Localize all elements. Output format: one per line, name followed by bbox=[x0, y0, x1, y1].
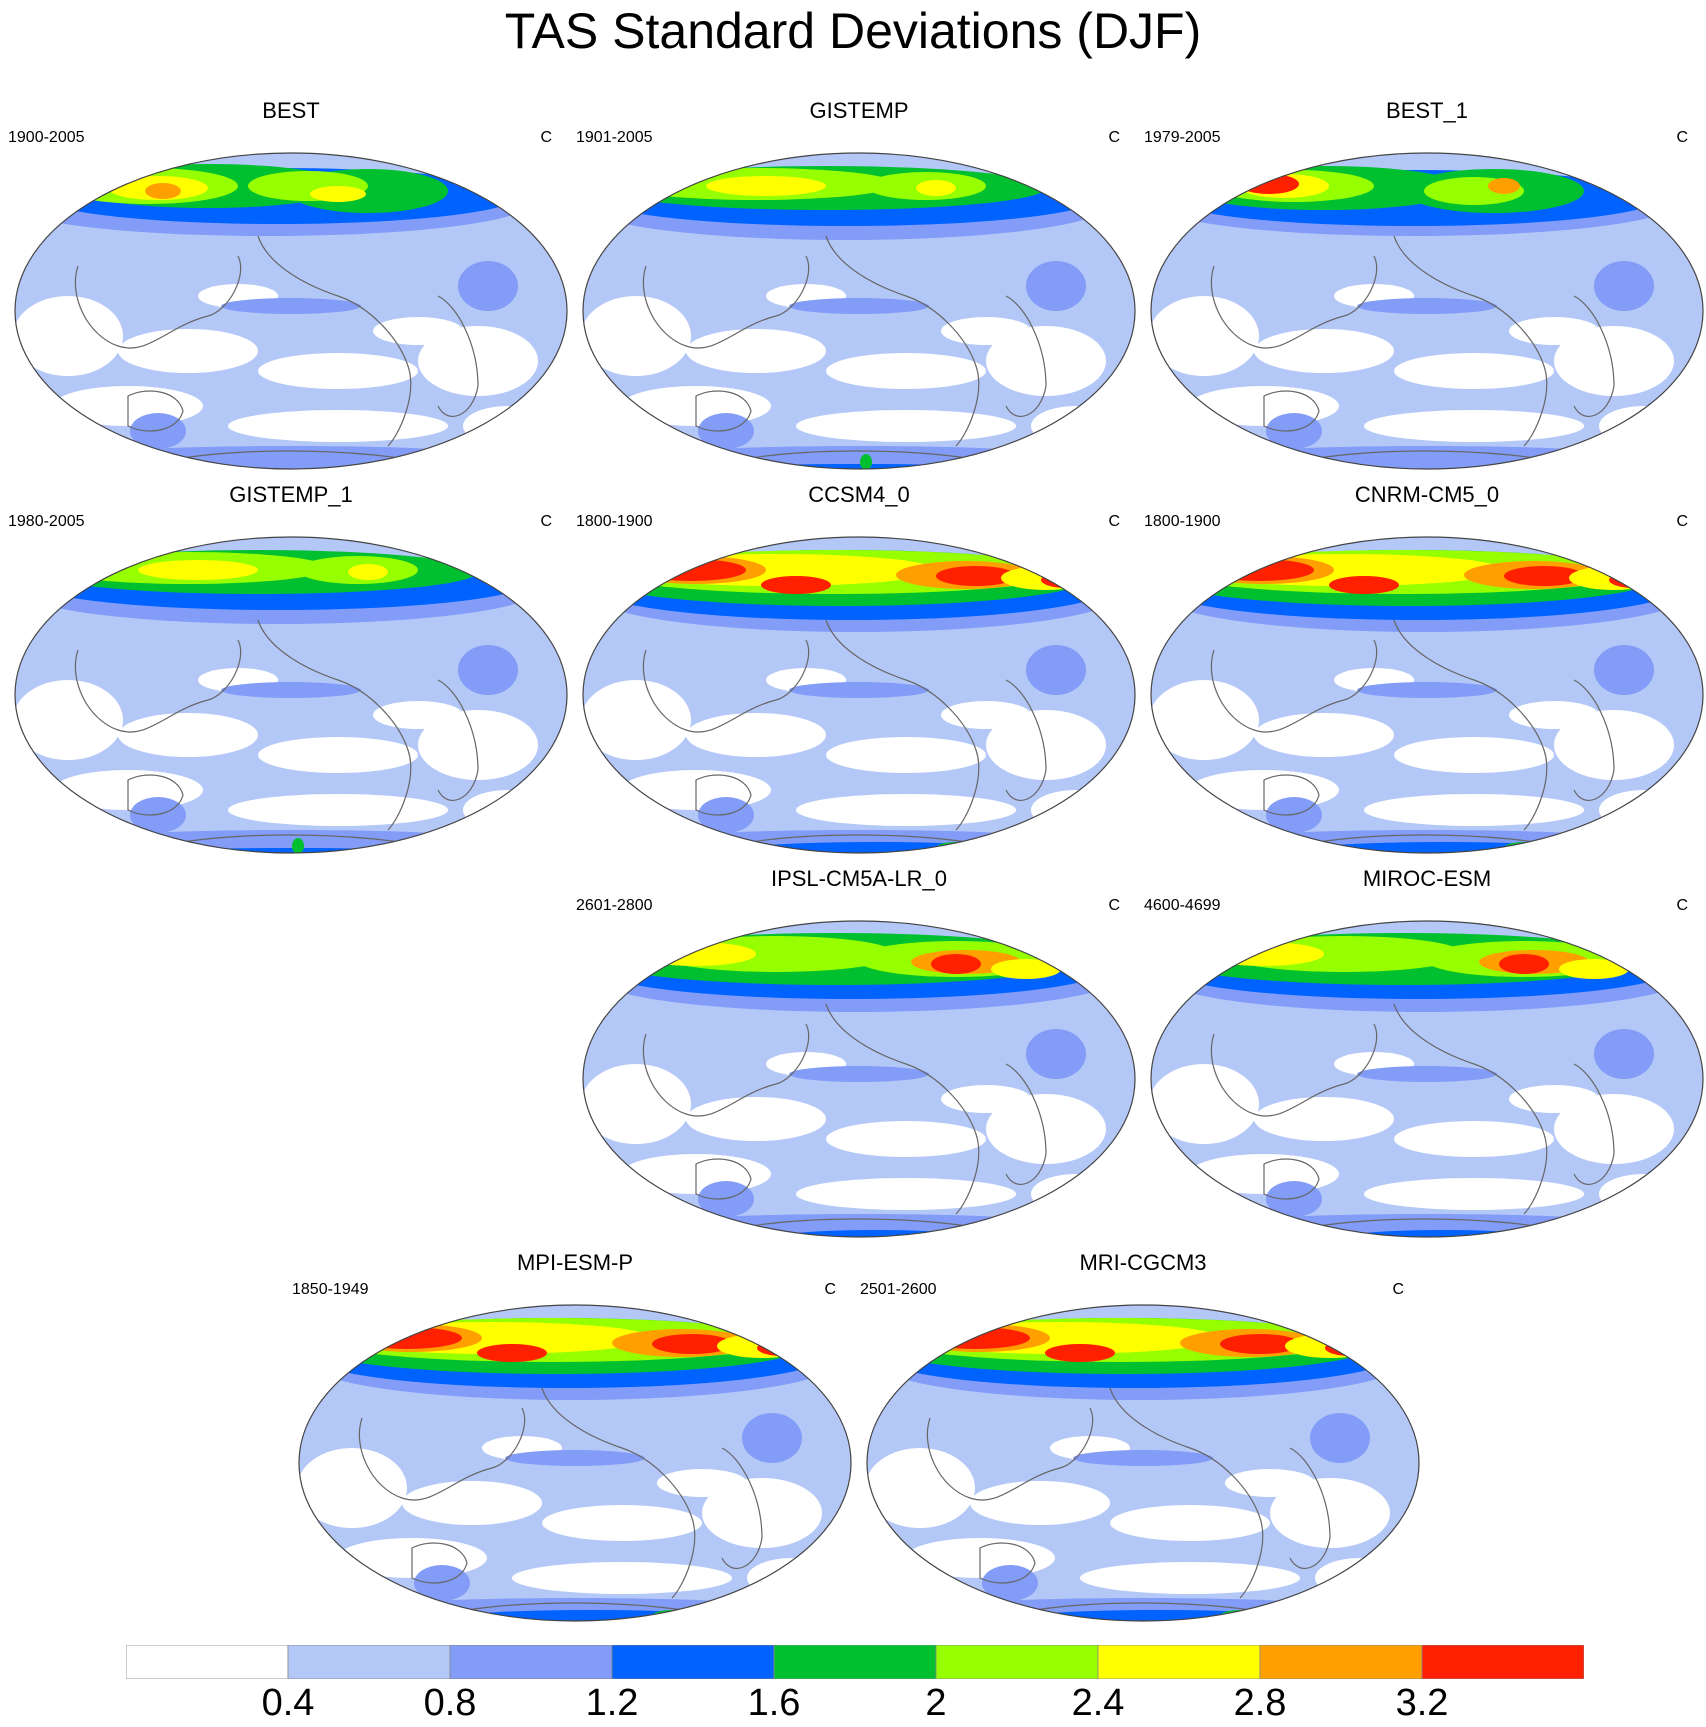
map-panel-gistemp-1: GISTEMP_1 1980-2005 C bbox=[8, 482, 574, 860]
period-label: 1900-2005 bbox=[8, 129, 85, 146]
world-map bbox=[1150, 536, 1704, 854]
world-map bbox=[14, 152, 568, 470]
panel-title: MRI-CGCM3 bbox=[1079, 1250, 1207, 1275]
colorbar-swatch bbox=[287, 1645, 451, 1679]
map-panel-best-1: BEST_1 1979-2005 C bbox=[1144, 98, 1706, 476]
panel-title: IPSL-CM5A-LR_0 bbox=[770, 866, 948, 891]
period-label: 1850-1949 bbox=[292, 1281, 369, 1298]
map-panel-best: BEST 1900-2005 C bbox=[8, 98, 574, 476]
units-label: C bbox=[1676, 129, 1688, 146]
map-panel-cnrm-cm5: CNRM-CM5_0 1800-1900 C bbox=[1144, 482, 1706, 860]
units-label: C bbox=[540, 129, 552, 146]
colorbar-swatch bbox=[773, 1645, 937, 1679]
units-label: C bbox=[1108, 897, 1120, 914]
panel-title: BEST_1 bbox=[1386, 98, 1468, 123]
map-panel-ccsm4: CCSM4_0 1800-1900 C bbox=[576, 482, 1142, 860]
colorbar-swatch bbox=[1421, 1645, 1584, 1679]
colorbar-tick-label: 1.6 bbox=[747, 1682, 801, 1724]
map-panel-mpi-esm-p: MPI-ESM-P 1850-1949 C bbox=[292, 1250, 858, 1628]
panel-title: CCSM4_0 bbox=[808, 482, 910, 507]
units-label: C bbox=[824, 1281, 836, 1298]
period-label: 1980-2005 bbox=[8, 513, 85, 530]
panel-title: GISTEMP bbox=[809, 98, 909, 123]
units-label: C bbox=[1108, 513, 1120, 530]
panel-title: MPI-ESM-P bbox=[516, 1250, 634, 1275]
world-map bbox=[582, 536, 1136, 854]
period-label: 1800-1900 bbox=[576, 513, 653, 530]
map-panel-mri-cgcm3: MRI-CGCM3 2501-2600 C bbox=[860, 1250, 1426, 1628]
units-label: C bbox=[540, 513, 552, 530]
units-label: C bbox=[1392, 1281, 1404, 1298]
colorbar-tick-label: 0.4 bbox=[261, 1682, 315, 1724]
map-panel-ipsl-cm5a-lr: IPSL-CM5A-LR_0 2601-2800 C bbox=[576, 866, 1142, 1244]
colorbar-tick-label: 2 bbox=[925, 1682, 947, 1724]
colorbar bbox=[126, 1645, 1584, 1679]
units-label: C bbox=[1108, 129, 1120, 146]
map-panel-gistemp: GISTEMP 1901-2005 C bbox=[576, 98, 1142, 476]
period-label: 2601-2800 bbox=[576, 897, 653, 914]
units-label: C bbox=[1676, 513, 1688, 530]
colorbar-tick-label: 0.8 bbox=[423, 1682, 477, 1724]
world-map bbox=[582, 152, 1136, 470]
panel-title: GISTEMP_1 bbox=[229, 482, 353, 507]
period-label: 4600-4699 bbox=[1144, 897, 1221, 914]
world-map bbox=[298, 1304, 852, 1622]
world-map bbox=[1150, 920, 1704, 1238]
period-label: 1800-1900 bbox=[1144, 513, 1221, 530]
colorbar-swatch bbox=[1259, 1645, 1423, 1679]
period-label: 1901-2005 bbox=[576, 129, 653, 146]
world-map bbox=[14, 536, 568, 854]
colorbar-tick-label: 1.2 bbox=[585, 1682, 639, 1724]
colorbar-tick-label: 3.2 bbox=[1395, 1682, 1449, 1724]
world-map bbox=[582, 920, 1136, 1238]
world-map bbox=[1150, 152, 1704, 470]
map-panel-miroc-esm: MIROC-ESM 4600-4699 C bbox=[1144, 866, 1706, 1244]
colorbar-tick-label: 2.8 bbox=[1233, 1682, 1287, 1724]
world-map bbox=[866, 1304, 1420, 1622]
colorbar-swatch bbox=[935, 1645, 1099, 1679]
colorbar-swatch bbox=[449, 1645, 613, 1679]
colorbar-swatch bbox=[126, 1645, 289, 1679]
period-label: 2501-2600 bbox=[860, 1281, 937, 1298]
figure-title: TAS Standard Deviations (DJF) bbox=[504, 3, 1202, 59]
panel-title: CNRM-CM5_0 bbox=[1354, 482, 1500, 507]
colorbar-tick-label: 2.4 bbox=[1071, 1682, 1125, 1724]
units-label: C bbox=[1676, 897, 1688, 914]
period-label: 1979-2005 bbox=[1144, 129, 1221, 146]
colorbar-swatch bbox=[611, 1645, 775, 1679]
panel-title: BEST bbox=[262, 98, 320, 123]
panel-title: MIROC-ESM bbox=[1362, 866, 1492, 891]
colorbar-swatch bbox=[1097, 1645, 1261, 1679]
